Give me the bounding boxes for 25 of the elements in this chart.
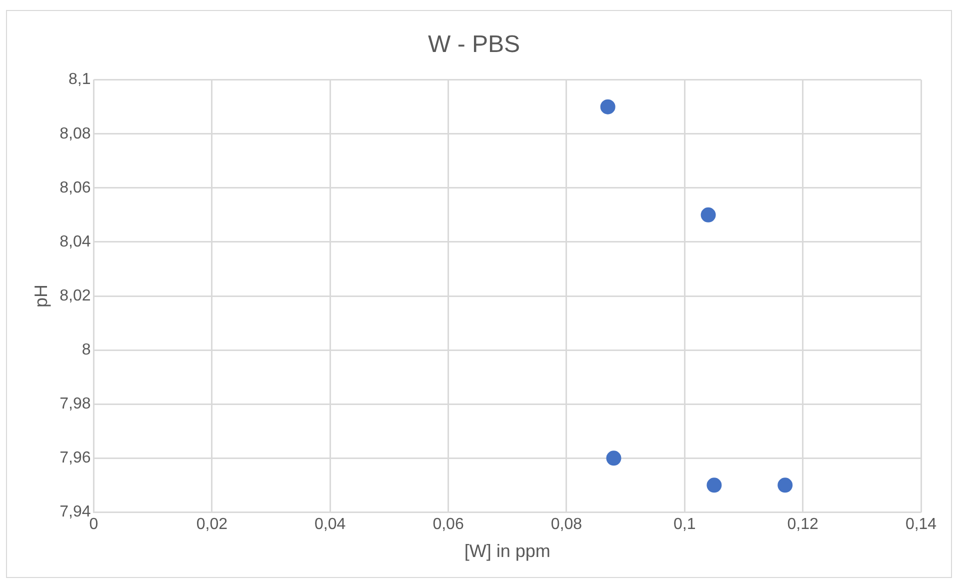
x-tick-label: 0,1 [674,516,696,534]
y-tick-label: 8,04 [60,233,91,250]
point [600,99,616,114]
point [778,478,793,493]
x-tick-label: 0,06 [432,516,464,534]
x-tick-label: 0,08 [550,516,582,534]
x-tick-label: 0,04 [314,516,346,534]
y-tick-label: 7,98 [60,396,91,413]
y-tick-label: 7,94 [60,504,91,521]
point [606,450,622,466]
x-tick-label: 0,12 [787,516,818,534]
y-tick-label: 8,1 [68,71,91,88]
point [706,478,722,493]
y-tick-label: 7,96 [60,450,91,467]
y-axis-title: pH [30,284,51,308]
point [700,207,716,222]
y-tick-label: 8,02 [60,287,91,304]
x-tick-label: 0,14 [905,516,937,534]
x-tick-label: 0,02 [196,516,228,534]
y-tick-label: 8,08 [60,125,91,142]
y-tick-label: 8,06 [60,179,91,196]
chart-title: W - PBS [428,31,520,58]
x-tick-label: 0 [89,516,98,534]
y-tick-label: 8 [82,341,91,358]
x-axis-title: [W] in ppm [464,541,550,562]
